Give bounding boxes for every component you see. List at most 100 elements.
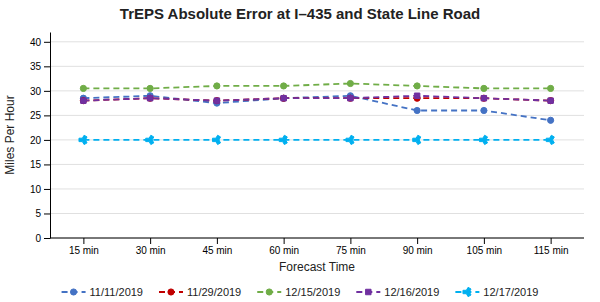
series-point	[548, 98, 553, 103]
x-tick-mark	[83, 238, 84, 244]
x-tick-mark	[150, 238, 151, 244]
legend-label: 11/29/2019	[187, 286, 241, 298]
grid-line	[50, 66, 584, 67]
x-tick-mark	[350, 238, 351, 244]
y-tick-mark	[44, 140, 50, 141]
y-tick-label: 15	[30, 159, 42, 170]
x-tick: 90 min	[403, 238, 433, 256]
grid	[50, 42, 584, 238]
y-tick-label: 5	[35, 208, 41, 219]
y-tick-label: 25	[30, 110, 42, 121]
series-point	[481, 95, 486, 100]
series-point	[414, 93, 419, 98]
x-tick-label: 15 min	[69, 245, 99, 256]
series-point	[80, 98, 86, 104]
series-point	[413, 135, 421, 144]
legend-label: 11/11/2019	[90, 286, 143, 298]
y-tick: 25	[30, 110, 50, 121]
legend-marker	[70, 289, 76, 295]
series-point	[281, 95, 286, 100]
series-point	[414, 107, 420, 113]
series-point	[281, 95, 287, 101]
y-tick-label: 40	[30, 37, 42, 48]
series-point	[347, 80, 353, 86]
y-tick-mark	[44, 238, 50, 239]
legend-entry: 11/11/2019	[62, 286, 143, 298]
series-point	[214, 98, 220, 104]
legend-marker	[463, 287, 471, 296]
x-tick: 75 min	[336, 238, 366, 256]
series-line	[83, 96, 550, 101]
y-tick-mark	[44, 213, 50, 214]
grid-line	[50, 213, 584, 214]
series-point	[212, 135, 220, 144]
series-point	[346, 135, 354, 144]
x-tick-mark	[217, 238, 218, 244]
grid-line	[50, 115, 584, 116]
series-point	[548, 98, 554, 104]
series-point	[146, 135, 154, 144]
series-point	[481, 107, 487, 113]
x-tick-label: 45 min	[202, 245, 232, 256]
series-point	[481, 95, 487, 101]
x-tick-label: 115 min	[534, 245, 569, 256]
x-axis-title: Forecast Time	[279, 260, 355, 274]
series-point	[546, 135, 554, 144]
y-tick-label: 0	[35, 233, 41, 244]
x-tick: 105 min	[467, 238, 503, 256]
x-tick-mark	[284, 238, 285, 244]
y-tick: 5	[35, 208, 50, 219]
y-axis-line	[50, 33, 51, 239]
legend: 11/11/2019 11/29/2019 12/15/2019 12/16/2019…	[62, 286, 539, 298]
y-tick: 10	[30, 184, 50, 195]
legend-label: 12/16/2019	[384, 286, 439, 298]
grid-line	[50, 41, 584, 42]
series-point	[348, 95, 353, 100]
x-tick-label: 90 min	[403, 245, 433, 256]
y-tick-label: 35	[30, 61, 42, 72]
x-tick: 45 min	[202, 238, 232, 256]
series-point	[147, 85, 153, 91]
legend-entry: 12/15/2019	[257, 286, 340, 298]
y-tick-mark	[44, 115, 50, 116]
plot-area	[79, 80, 554, 144]
grid-line	[50, 188, 584, 189]
series-line	[83, 96, 550, 121]
x-tick: 30 min	[136, 238, 166, 256]
x-tick-label: 75 min	[336, 245, 366, 256]
series-point	[548, 117, 554, 123]
legend-entry: 12/17/2019	[455, 286, 538, 298]
x-axis: 15 min 30 min 45 min 60 min 75 min 90 min 105 …	[50, 238, 584, 256]
y-tick-mark	[44, 164, 50, 165]
series-point	[414, 83, 420, 89]
series-point	[80, 85, 86, 91]
grid-line	[50, 238, 584, 239]
x-tick-mark	[551, 238, 552, 244]
series-point	[279, 135, 287, 144]
series-point	[214, 98, 219, 103]
series-point	[79, 135, 87, 144]
legend-entry: 12/16/2019	[356, 286, 439, 298]
series-point	[81, 98, 86, 103]
y-tick: 40	[30, 37, 50, 48]
x-tick-label: 105 min	[467, 245, 503, 256]
grid-line	[50, 90, 584, 91]
series-point	[281, 95, 287, 101]
legend-label: 12/15/2019	[285, 286, 340, 298]
chart: TrEPS Absolute Error at I–435 and State …	[0, 0, 600, 302]
x-axis-line	[50, 238, 584, 239]
x-tick: 15 min	[69, 238, 99, 256]
x-tick: 60 min	[269, 238, 299, 256]
x-tick-label: 30 min	[136, 245, 166, 256]
y-tick-mark	[44, 42, 50, 43]
series-point	[548, 85, 554, 91]
x-tick: 115 min	[534, 238, 569, 256]
x-tick-mark	[417, 238, 418, 244]
legend-marker	[366, 289, 371, 294]
y-tick: 35	[30, 61, 50, 72]
y-tick: 20	[30, 135, 50, 146]
y-axis: 0510152025303540	[30, 33, 51, 244]
y-tick-label: 10	[30, 184, 42, 195]
series-point	[481, 85, 487, 91]
x-tick-mark	[484, 238, 485, 244]
